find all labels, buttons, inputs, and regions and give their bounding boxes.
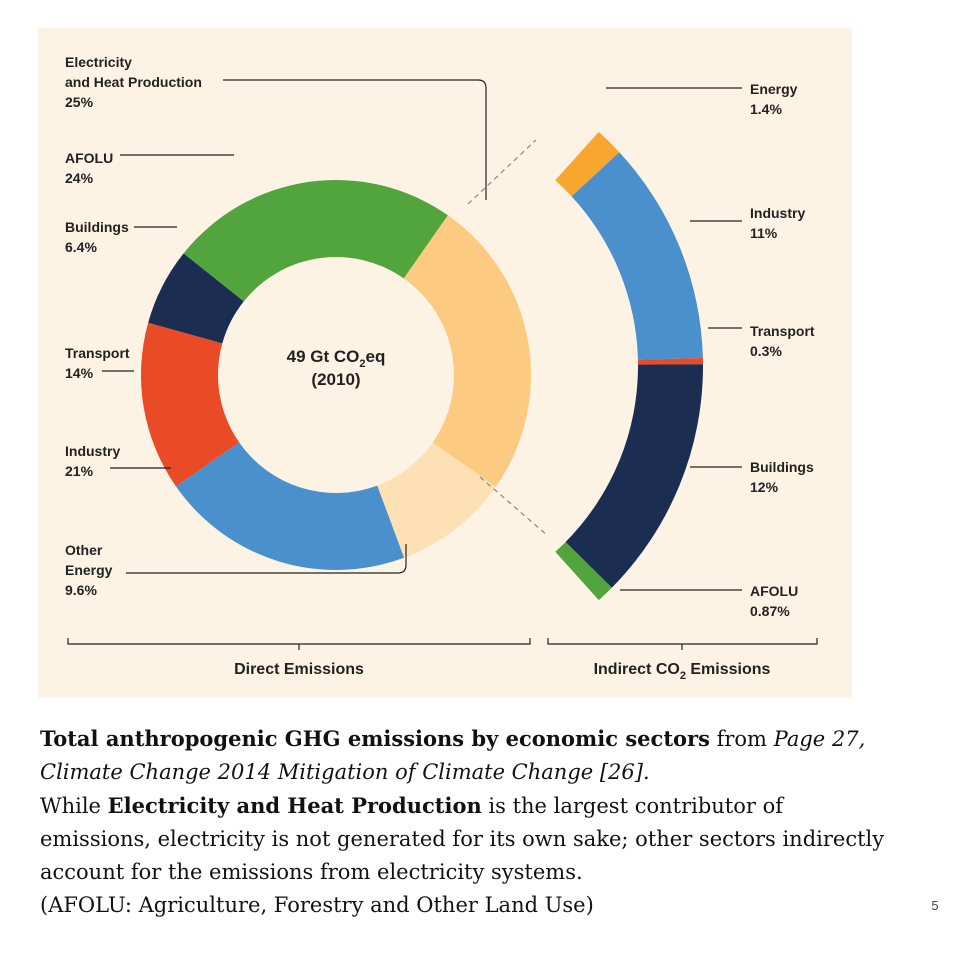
donut-slice-transport (141, 322, 240, 487)
label-afolu: AFOLU 24% (65, 150, 113, 186)
indirect-label-industry: Industry 11% (750, 205, 805, 241)
donut-slice-other-energy (377, 442, 496, 558)
bracket-direct (67, 638, 531, 650)
caption-explanation: is the largest contributor of emissions,… (40, 794, 885, 884)
label-industry: Industry 21% (65, 443, 120, 479)
label-other-energy: Other Energy 9.6% (65, 542, 113, 598)
leader-electricity-and-heat-production (223, 79, 487, 200)
indirect-label-buildings: Buildings 12% (750, 459, 814, 495)
caption-title: Total anthropogenic GHG emissions by eco… (40, 726, 710, 751)
caption-highlight: Electricity and Heat Production (107, 793, 482, 818)
caption-paragraph-2: While Electricity and Heat Production is… (40, 789, 900, 889)
arc-segment-industry (571, 152, 703, 360)
arc-segment-afolu (555, 541, 612, 601)
connector-line-top (467, 139, 537, 205)
indirect-label-afolu: AFOLU 0.87% (750, 583, 798, 619)
group-label-direct: Direct Emissions (234, 661, 364, 678)
connector-line-bottom (479, 476, 549, 537)
label-buildings: Buildings 6.4% (65, 219, 129, 255)
caption-from: from (709, 727, 774, 751)
indirect-label-transport: Transport 0.3% (750, 323, 815, 359)
caption: Total anthropogenic GHG emissions by eco… (40, 722, 900, 922)
label-transport: Transport 14% (65, 345, 130, 381)
arc-segment-energy (555, 131, 620, 197)
arc-segment-transport (637, 358, 703, 365)
group-label-indirect: Indirect CO2 Emissions (594, 661, 771, 682)
arc-segment-buildings (565, 364, 704, 588)
chart-figure: 49 Gt CO2eq (2010) Electricity and Heat Pro… (38, 28, 852, 698)
caption-while: While (40, 794, 108, 818)
caption-source: Page 27, Climate Change 2014 Mitigation … (40, 727, 866, 784)
bracket-indirect (547, 638, 818, 650)
caption-paragraph-3: (AFOLU: Agriculture, Forestry and Other … (40, 893, 594, 917)
donut-slice-industry (175, 442, 405, 570)
donut-slice-buildings (148, 253, 244, 344)
donut-slice-electricity-and-heat-production (403, 215, 531, 487)
label-electricity-and-heat-production: Electricity and Heat Production 25% (65, 54, 202, 110)
donut-slice-afolu (183, 179, 448, 302)
center-label-line1: 49 Gt CO2eq (287, 347, 386, 370)
leader-other-energy (126, 544, 407, 574)
caption-paragraph-1: Total anthropogenic GHG emissions by eco… (40, 722, 900, 789)
emissions-chart: 49 Gt CO2eq(2010) Electricity and Heat Pro… (65, 54, 818, 682)
indirect-label-energy: Energy 1.4% (750, 81, 798, 117)
page-number: 5 (931, 898, 939, 913)
center-label-line2: (2010) (311, 370, 360, 389)
